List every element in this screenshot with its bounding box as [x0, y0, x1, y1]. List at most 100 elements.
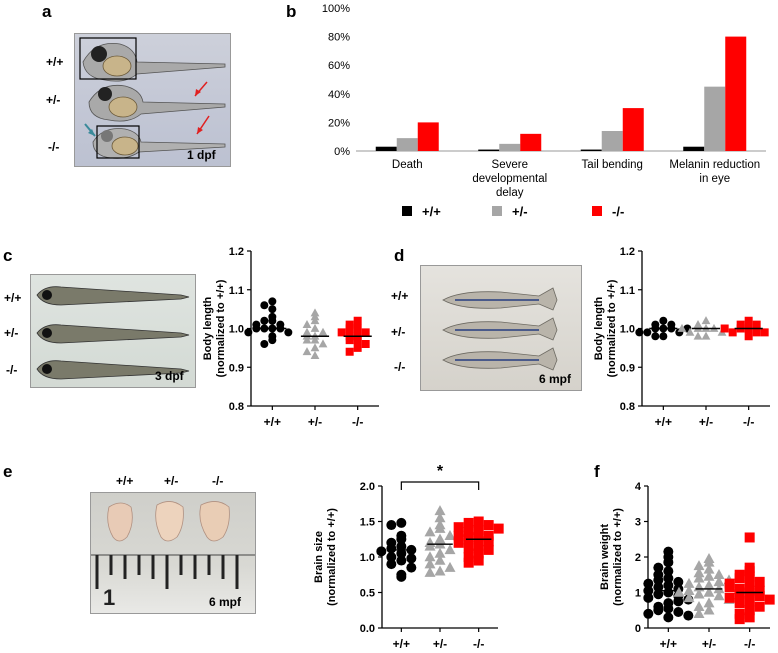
y-tick-label: 1.1 — [229, 285, 244, 297]
data-point — [703, 563, 715, 574]
data-point — [386, 559, 397, 570]
x-tick-label: +/- — [702, 637, 716, 651]
category-label: in eye — [699, 173, 730, 185]
data-point — [345, 324, 354, 333]
data-point — [703, 579, 715, 590]
y-tick-label: 2.0 — [360, 481, 375, 493]
y-tick-label: 80% — [328, 32, 350, 44]
data-point — [473, 548, 484, 559]
data-point — [473, 516, 484, 527]
brain-het — [155, 501, 184, 542]
arrowhead-red-2 — [197, 127, 203, 134]
data-point — [424, 540, 436, 551]
category-label: Melanin reduction — [669, 159, 760, 171]
data-point — [754, 585, 765, 596]
data-point — [703, 586, 715, 597]
data-point — [396, 517, 407, 528]
y-tick-label: 1.5 — [360, 517, 375, 529]
bar — [478, 149, 500, 151]
genotype-label-ko: -/- — [48, 140, 60, 154]
y-axis-label: Body length(normalized to +/+) — [202, 279, 227, 377]
data-point — [673, 607, 684, 618]
data-point — [483, 544, 494, 555]
data-point — [453, 530, 464, 541]
data-point — [683, 577, 695, 588]
data-point — [752, 320, 761, 329]
yolk-ko — [111, 136, 139, 156]
data-point — [463, 557, 474, 568]
data-point — [744, 580, 755, 591]
data-point — [703, 604, 715, 615]
brain-photo-6mpf: 1 6 mpf — [90, 492, 256, 614]
data-point — [453, 537, 464, 548]
x-tick-label: +/+ — [655, 415, 672, 429]
data-point — [693, 600, 705, 611]
data-point — [651, 332, 660, 341]
y-axis-label-line: (normalized to +/+) — [326, 508, 338, 606]
bar — [396, 138, 418, 151]
genotype-label-het: +/- — [164, 474, 179, 488]
data-point — [653, 575, 664, 586]
y-tick-label: 0.8 — [620, 401, 635, 413]
y-tick-label: 60% — [328, 60, 350, 72]
category-label: delay — [496, 187, 524, 199]
data-point — [663, 557, 674, 568]
data-point — [353, 316, 362, 325]
data-point — [683, 584, 695, 595]
data-point — [463, 527, 474, 538]
bar — [417, 122, 439, 151]
data-point — [701, 316, 711, 325]
y-tick-label: 0% — [334, 146, 350, 158]
bar-chart-b: 0% 20% 40% 60% 80% 100% Death Severe development… — [322, 3, 766, 219]
data-point — [424, 558, 436, 569]
yolk-het — [108, 96, 138, 118]
x-tick-label: -/- — [352, 415, 363, 429]
legend-label: +/- — [512, 204, 528, 219]
larva-eye-wt — [42, 290, 52, 300]
data-point — [302, 347, 312, 356]
y-axis-label-line: (normalized to +/+) — [612, 508, 624, 606]
y-tick-label: 2 — [635, 552, 641, 564]
data-point — [260, 301, 269, 310]
data-point — [310, 335, 320, 344]
box-wt — [79, 37, 137, 80]
data-point — [260, 340, 269, 348]
y-axis-label: Brain weight(normalized to +/+) — [599, 508, 624, 606]
data-point — [663, 603, 674, 614]
data-point — [683, 592, 695, 603]
data-point — [310, 316, 320, 325]
x-tick-label: -/- — [744, 637, 755, 651]
data-point — [244, 328, 253, 337]
data-point — [483, 520, 494, 531]
bar — [520, 133, 542, 151]
genotype-label-wt: +/+ — [4, 291, 22, 305]
data-point — [424, 526, 436, 537]
data-point — [724, 582, 735, 593]
data-point — [754, 576, 765, 587]
eye-het — [98, 87, 112, 101]
data-point — [434, 554, 446, 565]
embryo-drawing — [79, 37, 226, 159]
ruler-ticks — [95, 555, 239, 589]
data-point — [260, 316, 269, 325]
larva-eye-het — [42, 328, 52, 338]
data-point — [754, 601, 765, 612]
x-tick-label: +/- — [308, 415, 322, 429]
scatter-chart-e: 0.0 0.5 1.0 1.5 2.0 Brain size(normalized to … — [313, 463, 504, 651]
data-point — [353, 343, 362, 352]
data-point — [693, 560, 705, 571]
data-point — [252, 324, 261, 333]
larva-ko — [36, 360, 190, 380]
data-point — [713, 590, 725, 601]
data-point — [734, 608, 745, 619]
data-point — [386, 520, 397, 531]
data-point — [693, 567, 705, 578]
y-axis-label-line: Body length — [202, 296, 214, 360]
data-point — [444, 529, 456, 540]
y-tick-label: 4 — [635, 481, 642, 493]
data-point — [284, 328, 293, 337]
genotype-label-het: +/- — [391, 325, 406, 339]
data-point — [744, 332, 753, 341]
data-point — [310, 343, 320, 352]
y-tick-label: 0.9 — [229, 362, 244, 374]
